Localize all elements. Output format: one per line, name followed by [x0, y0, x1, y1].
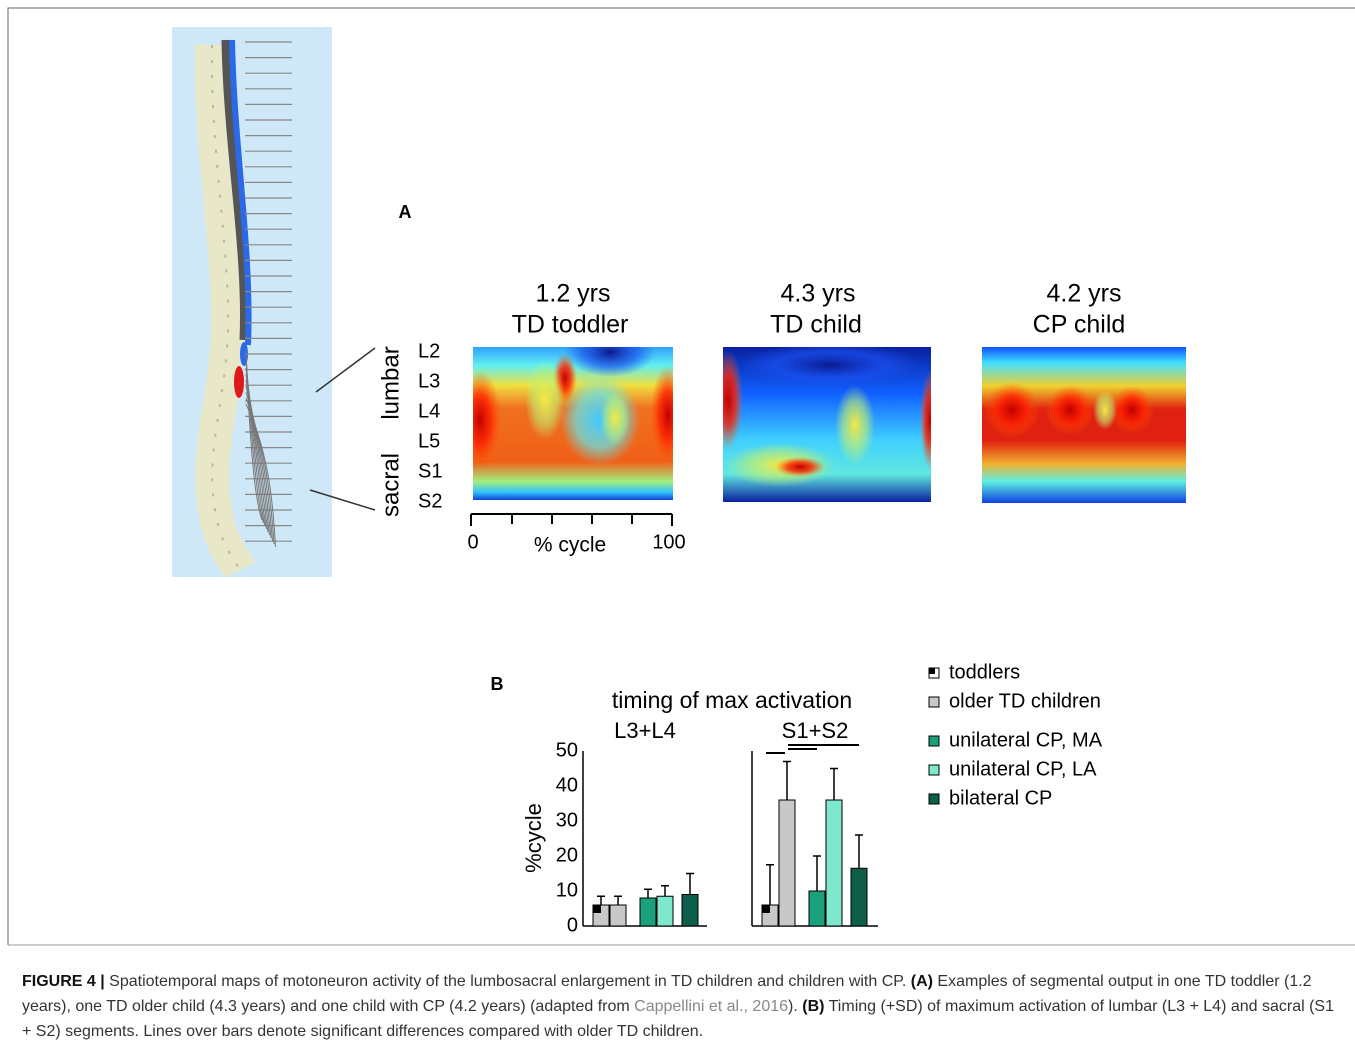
- map-age: 4.3 yrs: [780, 280, 855, 308]
- y-tick-label: 40: [556, 774, 578, 796]
- y-tick-label: 10: [556, 879, 578, 901]
- x-tick-label: 100: [652, 531, 685, 553]
- bar-marker: [593, 905, 601, 913]
- legend-label: unilateral CP, LA: [949, 758, 1097, 780]
- panel-label: A: [399, 202, 412, 222]
- pointer-line: [309, 489, 376, 511]
- chart-title: timing of max activation: [612, 687, 852, 713]
- bar: [639, 897, 657, 927]
- segment-label: L2: [418, 340, 440, 362]
- legend-swatch: [928, 696, 940, 708]
- panel-label: B: [491, 674, 504, 694]
- caption-text: ).: [788, 998, 803, 1015]
- y-tick-label: 30: [556, 809, 578, 831]
- sacral-segment: [234, 366, 244, 398]
- x-tick-label: 0: [467, 531, 478, 553]
- segment-label: S2: [418, 490, 442, 512]
- vertebra-joints: [210, 44, 241, 571]
- pointer-line: [315, 347, 376, 393]
- y-tick-label: 20: [556, 844, 578, 866]
- bar: [850, 867, 868, 927]
- nerve-root: [245, 403, 276, 548]
- legend-label: bilateral CP: [949, 787, 1052, 809]
- heatmap: [473, 347, 673, 500]
- segment-label: L3: [418, 370, 440, 392]
- legend-swatch: [928, 764, 940, 776]
- caption-text: Spatiotemporal maps of motoneuron activi…: [104, 973, 911, 990]
- caption-text: Timing (+SD) of maximum activation of lu…: [22, 998, 1334, 1040]
- category-label: L3+L4: [614, 718, 676, 743]
- y-axis-label: %cycle: [521, 803, 546, 873]
- bar: [609, 904, 627, 927]
- x-axis-label: % cycle: [534, 534, 606, 557]
- legend-label: toddlers: [949, 661, 1020, 683]
- caption-panel-ref: (B): [802, 998, 825, 1015]
- bar: [778, 799, 796, 927]
- caption-text: Examples of segmental output in one TD t…: [22, 973, 1312, 1015]
- y-tick-label: 0: [567, 914, 578, 936]
- nerve-root: [245, 391, 273, 542]
- citation-link[interactable]: Cappellini et al., 2016: [634, 998, 789, 1015]
- canal: [221, 39, 250, 341]
- bar: [808, 890, 826, 927]
- map-age: 4.2 yrs: [1046, 280, 1121, 308]
- legend-label: unilateral CP, MA: [949, 729, 1103, 751]
- nerve-root: [245, 397, 275, 545]
- region-label: lumbar: [377, 346, 404, 419]
- bar: [825, 799, 843, 927]
- bar-marker: [762, 905, 770, 913]
- legend-label: older TD children: [949, 690, 1101, 712]
- map-group: TD toddler: [512, 311, 629, 339]
- caption-label: FIGURE 4 |: [22, 973, 105, 990]
- bar: [656, 895, 674, 927]
- map-group: CP child: [1033, 311, 1126, 339]
- caption-panel-ref: (A): [910, 973, 933, 990]
- map-age: 1.2 yrs: [535, 280, 610, 308]
- frame: [7, 7, 1355, 945]
- category-label: S1+S2: [782, 718, 849, 743]
- legend-swatch-marker: [929, 668, 935, 674]
- legend-swatch: [928, 735, 940, 747]
- heatmap: [723, 347, 931, 502]
- segment-label: L4: [418, 400, 440, 422]
- bar: [681, 894, 699, 927]
- segment-label: S1: [418, 460, 442, 482]
- region-label: sacral: [377, 453, 404, 517]
- significance-lines: [766, 744, 859, 754]
- caption: FIGURE 4 | Spatiotemporal maps of motone…: [22, 969, 1342, 1044]
- map-group: TD child: [770, 311, 862, 339]
- y-tick-label: 50: [556, 739, 578, 761]
- legend-swatch: [928, 793, 940, 805]
- segment-label: L5: [418, 430, 440, 452]
- heatmap: [982, 347, 1186, 503]
- spine-illustration: [172, 27, 332, 579]
- figure: A lumbar sacral 1.2 yrs TD toddler 4.3 y…: [7, 7, 1355, 946]
